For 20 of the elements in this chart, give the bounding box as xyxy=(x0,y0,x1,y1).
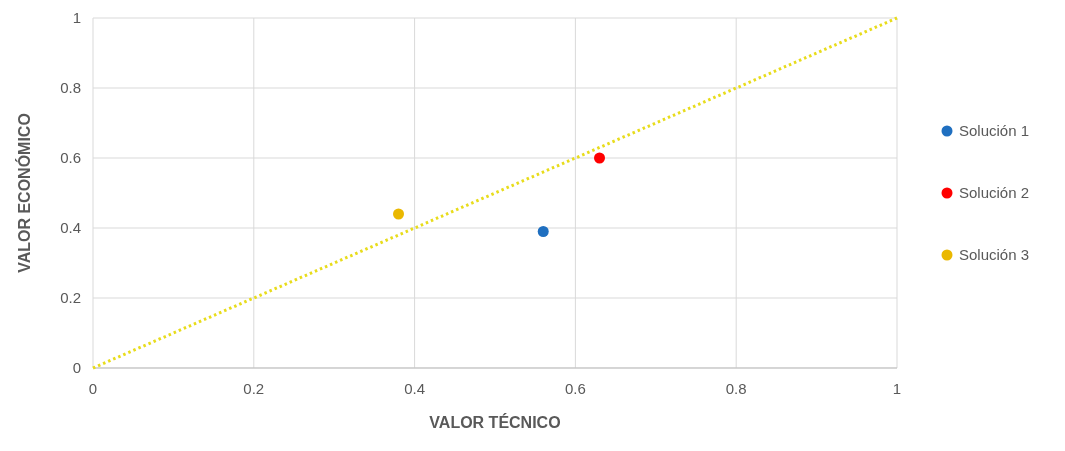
legend-label: Solución 2 xyxy=(959,184,1030,202)
x-tick-label: 1 xyxy=(892,380,902,397)
x-axis-title: VALOR TÉCNICO xyxy=(429,413,561,431)
x-tick-label: 0.6 xyxy=(564,380,586,397)
x-tick-label: 0.8 xyxy=(725,380,747,397)
y-tick-label: 0.6 xyxy=(60,149,81,167)
x-tick-label: 0 xyxy=(88,380,98,397)
point xyxy=(594,152,606,164)
x-tick-label: 0.4 xyxy=(404,380,426,397)
y-tick-label: 0.2 xyxy=(60,289,81,307)
y-tick-label: 0 xyxy=(72,359,81,377)
legend-label: Solución 1 xyxy=(959,122,1030,140)
y-tick-label: 1 xyxy=(72,9,81,27)
legend-label: Solución 3 xyxy=(959,246,1030,264)
y-axis-title: VALOR ECONÓMICO xyxy=(15,113,33,273)
point xyxy=(537,226,549,237)
x-tick-label: 0.2 xyxy=(243,380,265,397)
y-tick-label: 0.4 xyxy=(60,219,81,237)
point xyxy=(393,208,405,220)
y-tick-label: 0.8 xyxy=(60,79,81,97)
